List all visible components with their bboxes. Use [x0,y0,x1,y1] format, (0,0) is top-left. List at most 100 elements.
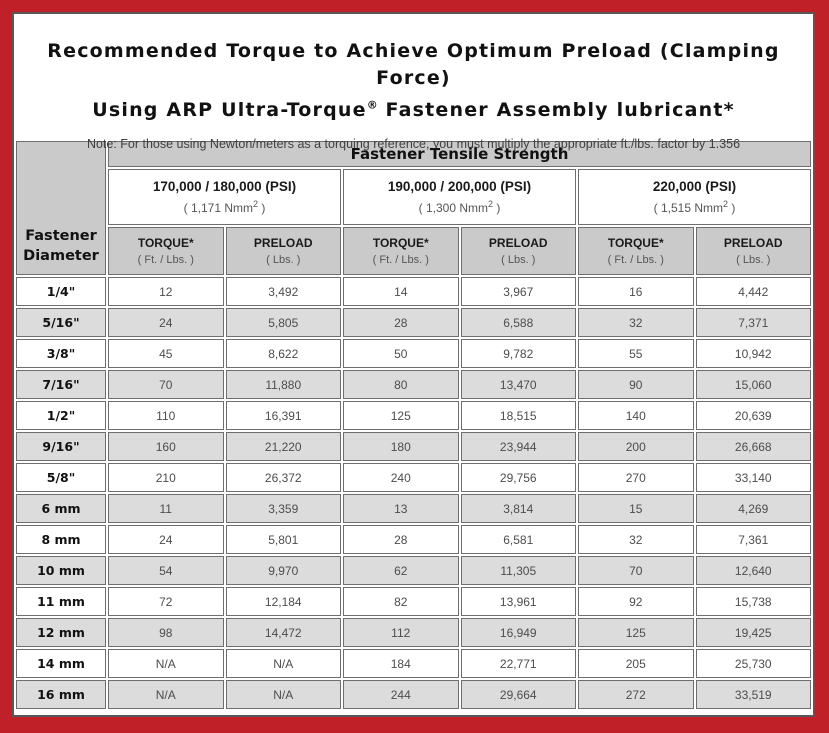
preload-value-cell: 8,622 [225,339,341,368]
table-row: 12 mm 98 14,472 112 16,949 125 19,425 [16,618,811,647]
preload-value-cell: 33,140 [695,463,811,492]
preload-value-cell: 12,184 [225,587,341,616]
row-diameter-label: 7/16" [16,370,106,399]
psi-group-header-220: 220,000 (PSI) ( 1,515 Nmm2 ) [578,169,811,225]
torque-value-cell: 125 [343,401,459,430]
preload-value-cell: 13,961 [460,587,576,616]
torque-value-cell: 28 [343,525,459,554]
torque-value-cell: 110 [108,401,224,430]
content-frame: Recommended Torque to Achieve Optimum Pr… [12,12,815,717]
torque-value-cell: 98 [108,618,224,647]
row-diameter-label: 3/8" [16,339,106,368]
torque-value-cell: 92 [578,587,694,616]
row-diameter-label: 5/16" [16,308,106,337]
torque-value-cell: 28 [343,308,459,337]
row-diameter-label: 5/8" [16,463,106,492]
preload-value-cell: 3,967 [460,277,576,306]
row-diameter-label: 10 mm [16,556,106,585]
row-diameter-label: 1/2" [16,401,106,430]
page-title: Recommended Torque to Achieve Optimum Pr… [14,38,813,124]
table-row: 8 mm 24 5,801 28 6,581 32 7,361 [16,525,811,554]
torque-value-cell: 50 [343,339,459,368]
table-row: 5/8" 210 26,372 240 29,756 270 33,140 [16,463,811,492]
torque-value-cell: 62 [343,556,459,585]
table-row: 11 mm 72 12,184 82 13,961 92 15,738 [16,587,811,616]
header-row-main: Fastener Diameter Fastener Tensile Stren… [16,141,811,275]
torque-value-cell: 12 [108,277,224,306]
table-row: 7/16" 70 11,880 80 13,470 90 15,060 [16,370,811,399]
preload-value-cell: 3,359 [225,494,341,523]
preload-value-cell: 11,880 [225,370,341,399]
preload-column-header: PRELOAD ( Lbs. ) [695,227,811,275]
torque-value-cell: 15 [578,494,694,523]
torque-value-cell: 11 [108,494,224,523]
torque-value-cell: 14 [343,277,459,306]
torque-value-cell: 32 [578,308,694,337]
tensile-strength-header: Fastener Tensile Strength [108,141,811,167]
table-row: 1/2" 110 16,391 125 18,515 140 20,639 [16,401,811,430]
preload-value-cell: 15,738 [695,587,811,616]
row-diameter-label: 16 mm [16,680,106,709]
preload-value-cell: 7,371 [695,308,811,337]
preload-value-cell: 3,814 [460,494,576,523]
torque-value-cell: 112 [343,618,459,647]
preload-value-cell: 25,730 [695,649,811,678]
preload-value-cell: 29,756 [460,463,576,492]
table-row: 10 mm 54 9,970 62 11,305 70 12,640 [16,556,811,585]
registered-trademark-symbol: ® [366,99,378,112]
preload-value-cell: 12,640 [695,556,811,585]
title-line1: Recommended Torque to Achieve Optimum Pr… [47,40,780,89]
torque-value-cell: 45 [108,339,224,368]
table-row: 6 mm 11 3,359 13 3,814 15 4,269 [16,494,811,523]
torque-value-cell: N/A [108,649,224,678]
torque-value-cell: 210 [108,463,224,492]
torque-value-cell: 80 [343,370,459,399]
header-row-sub: TORQUE* ( Ft. / Lbs. ) PRELOAD ( Lbs. ) … [16,227,811,275]
torque-value-cell: 24 [108,308,224,337]
nmm-subtitle: ( 1,171 Nmm2 ) [183,199,266,215]
preload-value-cell: 20,639 [695,401,811,430]
preload-value-cell: 5,805 [225,308,341,337]
nmm-subtitle: ( 1,515 Nmm2 ) [653,199,736,215]
torque-table: Fastener Diameter Fastener Tensile Stren… [14,139,813,711]
preload-column-header: PRELOAD ( Lbs. ) [460,227,576,275]
row-diameter-label: 6 mm [16,494,106,523]
preload-value-cell: 6,581 [460,525,576,554]
torque-column-header: TORQUE* ( Ft. / Lbs. ) [343,227,459,275]
torque-value-cell: 16 [578,277,694,306]
table-row: 14 mm N/A N/A 184 22,771 205 25,730 [16,649,811,678]
torque-value-cell: 54 [108,556,224,585]
preload-value-cell: 10,942 [695,339,811,368]
row-diameter-label: 11 mm [16,587,106,616]
preload-value-cell: 4,269 [695,494,811,523]
table-row: 3/8" 45 8,622 50 9,782 55 10,942 [16,339,811,368]
torque-column-header: TORQUE* ( Ft. / Lbs. ) [108,227,224,275]
table-body: 1/4" 12 3,492 14 3,967 16 4,442 5/16" 24… [16,277,811,709]
preload-value-cell: 33,519 [695,680,811,709]
table-row: 16 mm N/A N/A 244 29,664 272 33,519 [16,680,811,709]
torque-value-cell: 244 [343,680,459,709]
torque-value-cell: 240 [343,463,459,492]
psi-group-header-190-200: 190,000 / 200,000 (PSI) ( 1,300 Nmm2 ) [343,169,576,225]
row-diameter-label: 14 mm [16,649,106,678]
preload-value-cell: 26,372 [225,463,341,492]
preload-value-cell: 7,361 [695,525,811,554]
torque-value-cell: 13 [343,494,459,523]
torque-value-cell: 70 [108,370,224,399]
preload-value-cell: 18,515 [460,401,576,430]
preload-value-cell: 26,668 [695,432,811,461]
torque-value-cell: 180 [343,432,459,461]
preload-value-cell: 19,425 [695,618,811,647]
torque-value-cell: 125 [578,618,694,647]
table-row: 1/4" 12 3,492 14 3,967 16 4,442 [16,277,811,306]
row-diameter-label: 12 mm [16,618,106,647]
torque-value-cell: 140 [578,401,694,430]
row-diameter-label: 8 mm [16,525,106,554]
preload-value-cell: 5,801 [225,525,341,554]
torque-value-cell: 184 [343,649,459,678]
header-row-psi: 170,000 / 180,000 (PSI) ( 1,171 Nmm2 ) 1… [16,169,811,225]
preload-value-cell: 15,060 [695,370,811,399]
torque-value-cell: 160 [108,432,224,461]
preload-value-cell: 9,782 [460,339,576,368]
torque-value-cell: 205 [578,649,694,678]
